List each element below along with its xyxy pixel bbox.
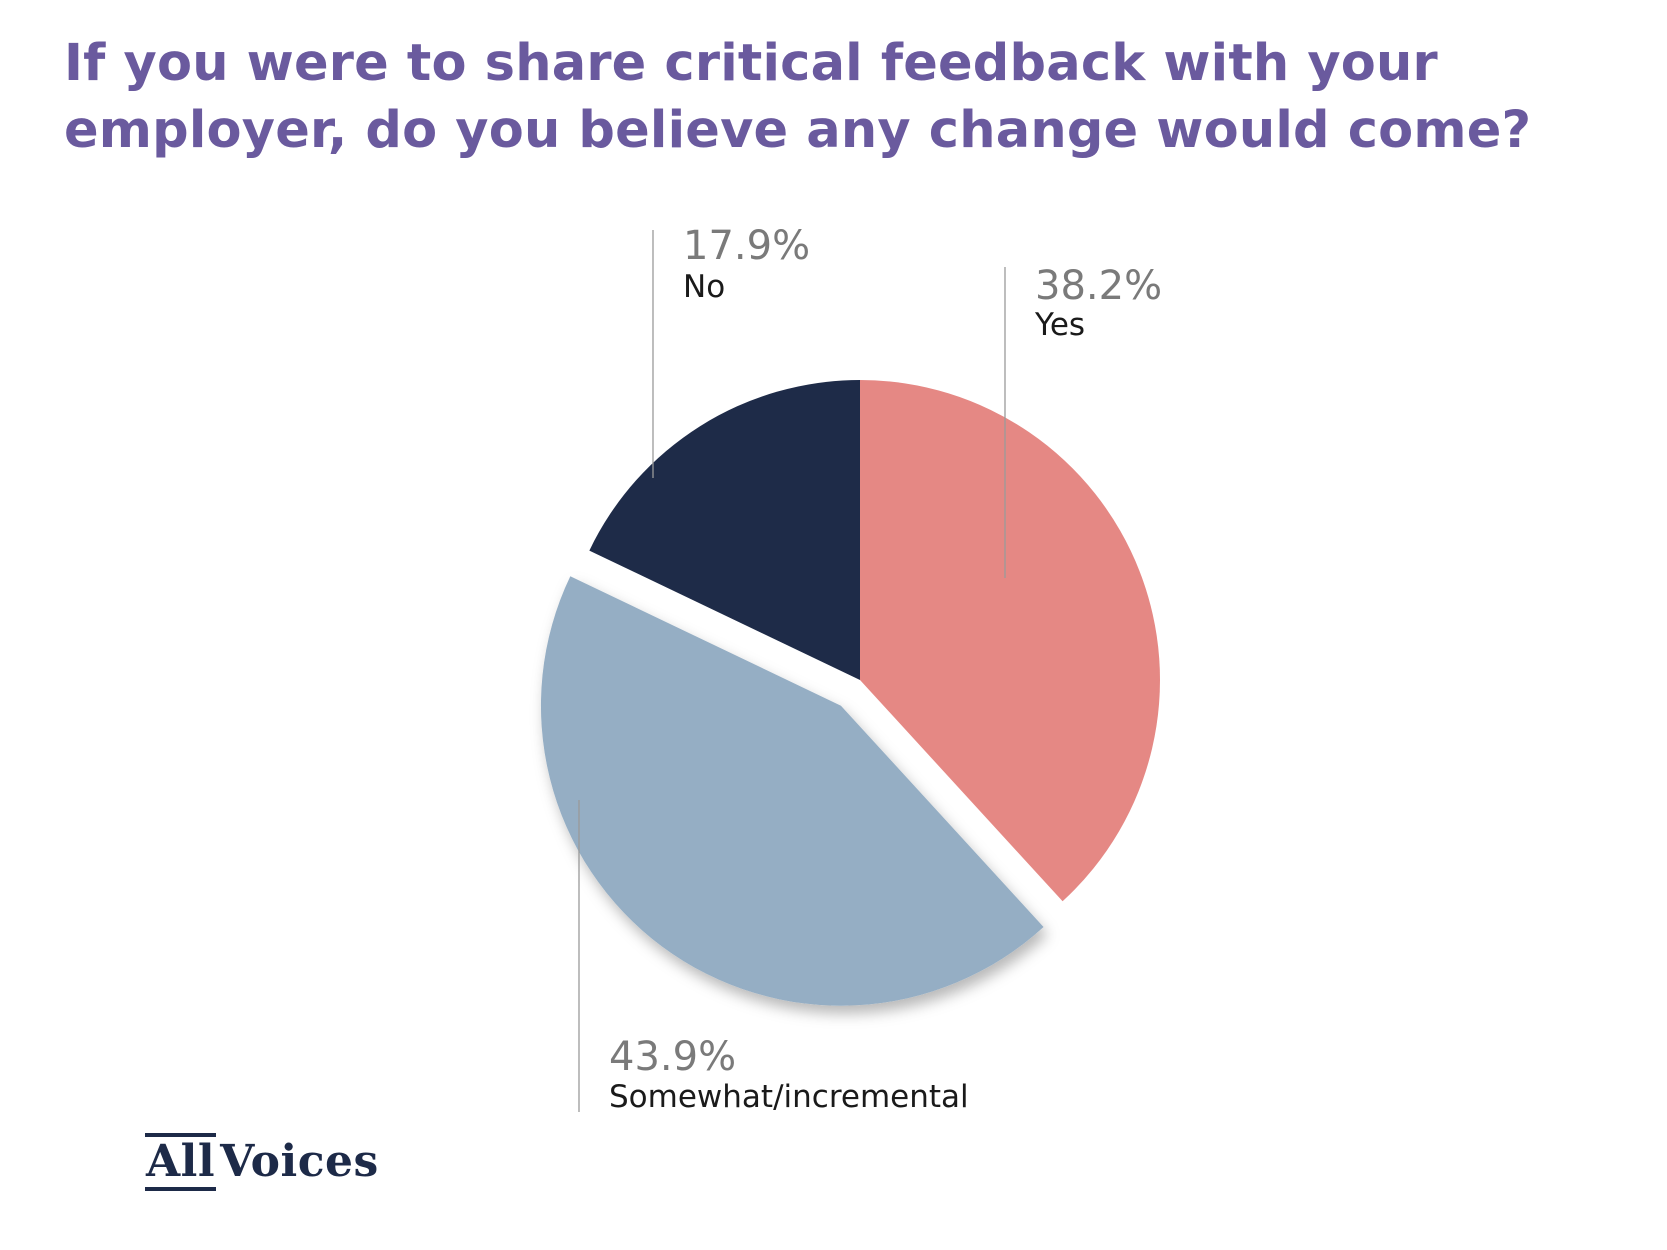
category-label-yes: Yes (1034, 307, 1085, 343)
pie-labels: 38.2%Yes 43.9%Somewhat/incremental 17.9%No (578, 223, 1162, 1115)
percent-label-no: 17.9% (683, 223, 810, 269)
category-label-somewhat-incremental: Somewhat/incremental (609, 1079, 969, 1115)
pie-slice-no (589, 380, 860, 680)
allvoices-logo: All Voices (145, 1128, 379, 1196)
chart-title: If you were to share critical feedback w… (64, 34, 1532, 160)
logo-all-text: All (145, 1133, 217, 1191)
category-label-no: No (683, 269, 725, 305)
logo-voices-text: Voices (220, 1136, 379, 1187)
percent-label-somewhat-incremental: 43.9% (609, 1034, 736, 1080)
pie-slices (540, 380, 1160, 1006)
percent-label-yes: 38.2% (1035, 263, 1162, 309)
pie-slice-yes (860, 380, 1160, 902)
pie-slice-somewhat-incremental (540, 576, 1044, 1006)
